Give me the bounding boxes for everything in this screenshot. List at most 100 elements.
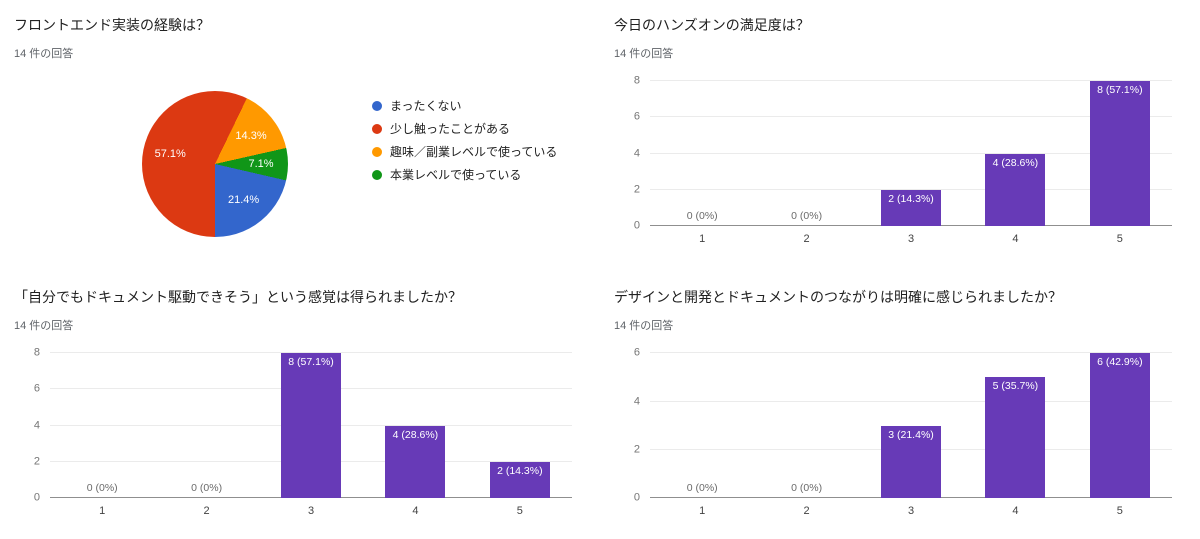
response-count: 14 件の回答 xyxy=(614,48,674,61)
bar-slot: 3 (21.4%) xyxy=(859,353,963,499)
gridline xyxy=(50,352,572,354)
legend-item: まったくない xyxy=(372,97,557,114)
bar-value-label: 0 (0%) xyxy=(86,481,118,494)
legend-item: 少し触ったことがある xyxy=(372,120,557,137)
bar xyxy=(385,425,446,499)
bar-slot: 4 (28.6%) xyxy=(363,353,467,499)
pie-chart-row: 21.4% 57.1% 14.3% 7.1% まったくない少し触ったことがある趣味／副… xyxy=(14,79,584,238)
question-title: デザインと開発とドキュメントのつながりは明確に感じられましたか？ xyxy=(614,289,1062,305)
bar-chart: 0 2 4 6 0 (0%) 0 (0%) 3 (21.4%) 5 (35.7%) 6 (42… xyxy=(614,347,1184,503)
legend-item: 本業レベルで使っている xyxy=(372,166,557,183)
y-tick-label: 2 xyxy=(633,183,640,196)
plot-area: 0 (0%) 0 (0%) 3 (21.4%) 5 (35.7%) 6 (42.9%) xyxy=(650,352,1172,499)
plot-area: 0 (0%) 0 (0%) 8 (57.1%) 4 (28.6%) 2 (14.3%) xyxy=(50,352,572,499)
x-axis-labels: 1 2 3 4 5 xyxy=(650,505,1172,517)
pie-slice-label: 57.1% xyxy=(154,147,186,160)
y-axis: 0 2 4 6 8 xyxy=(614,75,650,231)
legend-color-dot xyxy=(372,146,382,157)
bar-value-label: 6 (42.9%) xyxy=(1097,356,1143,369)
bars-container: 0 (0%) 0 (0%) 3 (21.4%) 5 (35.7%) 6 (42.9%) xyxy=(650,353,1172,499)
y-tick-label: 4 xyxy=(633,395,640,408)
pie-slice-label: 7.1% xyxy=(248,158,274,171)
gridline xyxy=(650,352,1172,354)
y-tick-label: 6 xyxy=(633,346,640,359)
bar xyxy=(881,189,942,227)
bar-value-label: 8 (57.1%) xyxy=(288,356,334,369)
y-tick-label: 6 xyxy=(33,382,40,395)
x-tick-label: 4 xyxy=(412,505,419,518)
pie-legend: まったくない少し触ったことがある趣味／副業レベルで使っている本業レベルで使ってい… xyxy=(372,97,557,189)
bar-slot: 8 (57.1%) xyxy=(259,353,363,499)
x-tick-label: 3 xyxy=(907,233,915,246)
bar-value-label: 0 (0%) xyxy=(686,481,718,494)
bar-slot: 4 (28.6%) xyxy=(963,81,1067,227)
bar-chart: 0 2 4 6 8 0 (0%) 0 (0%) 2 (14.3%) 4 (28.6%) 8 (5… xyxy=(614,75,1184,231)
bars-container: 0 (0%) 0 (0%) 2 (14.3%) 4 (28.6%) 8 (57.1%) xyxy=(650,81,1172,227)
bar xyxy=(985,153,1046,227)
bar-slot: 5 (35.7%) xyxy=(963,353,1067,499)
y-tick-label: 6 xyxy=(633,110,640,123)
question-title: フロントエンド実装の経験は？ xyxy=(14,17,210,33)
bar-value-label: 4 (28.6%) xyxy=(392,428,439,441)
bar-slot: 0 (0%) xyxy=(754,353,858,498)
legend-label: 少し触ったことがある xyxy=(390,122,511,137)
bars-container: 0 (0%) 0 (0%) 8 (57.1%) 4 (28.6%) 2 (14.3%) xyxy=(50,353,572,499)
x-tick-label: 3 xyxy=(907,505,915,518)
response-count: 14 件の回答 xyxy=(14,48,74,61)
bar-slot: 6 (42.9%) xyxy=(1068,353,1172,499)
bar-slot: 8 (57.1%) xyxy=(1068,81,1172,227)
bar xyxy=(881,425,942,499)
gridline xyxy=(650,116,1172,118)
bar-slot: 0 (0%) xyxy=(754,81,858,226)
bar-value-label: 2 (14.3%) xyxy=(888,192,934,205)
legend-color-dot xyxy=(372,100,382,111)
gridline xyxy=(650,188,1172,190)
question-title: 今日のハンズオンの満足度は？ xyxy=(614,17,810,33)
pie-slice-label: 21.4% xyxy=(227,194,260,207)
y-tick-label: 8 xyxy=(33,346,40,359)
y-axis: 0 2 4 6 xyxy=(614,347,650,503)
bar-value-label: 5 (35.7%) xyxy=(992,380,1039,393)
legend-item: 趣味／副業レベルで使っている xyxy=(372,143,557,160)
x-tick-label: 4 xyxy=(1012,233,1019,246)
x-tick-label: 1 xyxy=(699,505,706,518)
legend-color-dot xyxy=(372,123,382,134)
response-count: 14 件の回答 xyxy=(614,320,674,333)
bar-slot: 0 (0%) xyxy=(650,353,754,498)
gridline xyxy=(650,400,1172,402)
bar-value-label: 2 (14.3%) xyxy=(497,464,543,477)
x-axis-labels: 1 2 3 4 5 xyxy=(50,505,572,517)
y-tick-label: 2 xyxy=(33,455,40,468)
pie-chart: 21.4% 57.1% 14.3% 7.1% xyxy=(142,91,288,238)
y-tick-label: 0 xyxy=(633,219,640,232)
y-tick-label: 0 xyxy=(33,491,40,504)
y-tick-label: 8 xyxy=(633,74,640,87)
bar-slot: 0 (0%) xyxy=(50,353,154,498)
legend-color-dot xyxy=(372,169,382,180)
x-tick-label: 1 xyxy=(699,233,706,246)
x-tick-label: 5 xyxy=(516,505,523,518)
x-axis-labels: 1 2 3 4 5 xyxy=(650,233,1172,245)
bar xyxy=(1089,353,1150,499)
bar xyxy=(281,353,342,499)
bar xyxy=(489,461,550,499)
panel-design-dev-doc-connection: デザインと開発とドキュメントのつながりは明確に感じられましたか？ 14 件の回答… xyxy=(600,272,1200,539)
bar-value-label: 3 (21.4%) xyxy=(888,428,934,441)
y-axis: 0 2 4 6 8 xyxy=(14,347,50,503)
bar-value-label: 8 (57.1%) xyxy=(1097,84,1143,97)
bar-slot: 0 (0%) xyxy=(650,81,754,226)
response-count: 14 件の回答 xyxy=(14,320,74,333)
y-tick-label: 4 xyxy=(33,419,40,432)
x-tick-label: 3 xyxy=(307,505,315,518)
y-tick-label: 2 xyxy=(633,443,640,456)
plot-area: 0 (0%) 0 (0%) 2 (14.3%) 4 (28.6%) 8 (57.1%) xyxy=(650,80,1172,227)
pie-slice-label: 14.3% xyxy=(235,129,267,142)
y-tick-label: 0 xyxy=(633,491,640,504)
bar-chart: 0 2 4 6 8 0 (0%) 0 (0%) 8 (57.1%) 4 (28.6%) 2 (1… xyxy=(14,347,584,503)
legend-label: 本業レベルで使っている xyxy=(390,168,522,183)
x-tick-label: 2 xyxy=(803,505,810,518)
x-tick-label: 5 xyxy=(1116,505,1123,518)
x-tick-label: 2 xyxy=(203,505,210,518)
bar-slot: 2 (14.3%) xyxy=(468,353,572,499)
